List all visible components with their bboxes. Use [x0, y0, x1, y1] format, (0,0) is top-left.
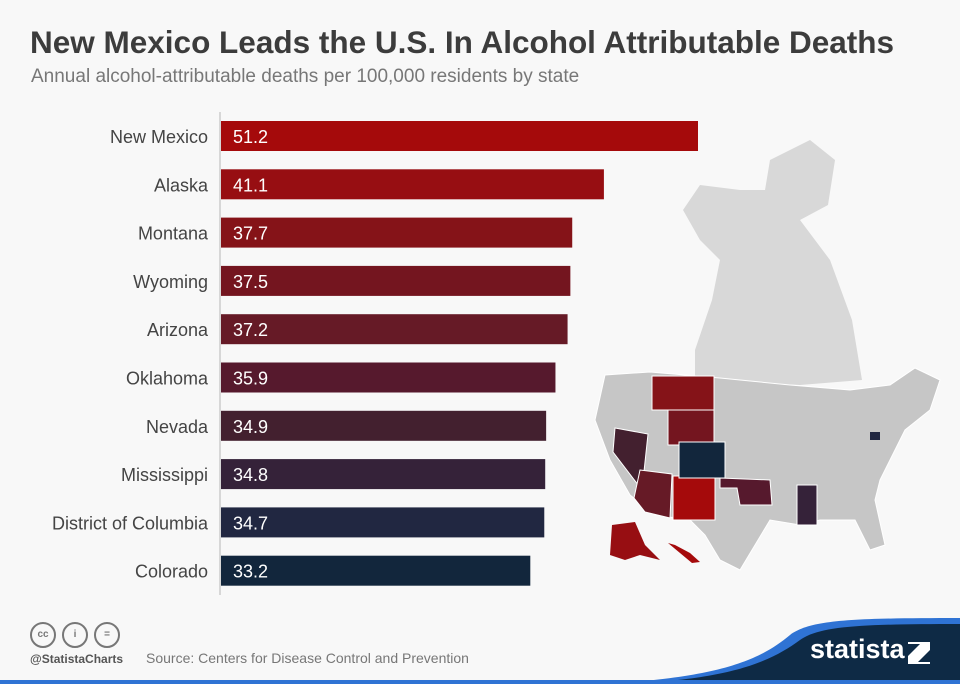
- bar-arizona: [221, 314, 568, 345]
- page-subtitle: Annual alcohol-attributable deaths per 1…: [31, 66, 580, 87]
- category-label: Arizona: [147, 320, 209, 340]
- category-label: Colorado: [135, 562, 208, 582]
- data-label: 35.9: [233, 369, 268, 389]
- data-label: 37.2: [233, 320, 268, 340]
- map-mississippi: [796, 484, 818, 526]
- twitter-handle[interactable]: @StatistaCharts: [30, 652, 124, 666]
- map-alaska: [610, 522, 660, 560]
- bar-colorado: [221, 555, 531, 586]
- by-icon: i: [62, 622, 88, 648]
- data-label: 34.7: [233, 513, 268, 533]
- data-label: 37.7: [233, 224, 268, 244]
- nd-icon: =: [94, 622, 120, 648]
- data-label: 41.1: [233, 175, 268, 195]
- bar-wyoming: [221, 265, 571, 296]
- page-title: New Mexico Leads the U.S. In Alcohol Att…: [30, 24, 895, 60]
- statista-logo[interactable]: statista: [810, 634, 905, 664]
- drinker-silhouette-icon: [683, 140, 862, 385]
- map-wyoming: [667, 409, 715, 446]
- category-label: District of Columbia: [52, 513, 209, 533]
- bar-alaska: [221, 169, 604, 200]
- bar-district-of-columbia: [221, 507, 545, 538]
- bar-new-mexico: [221, 121, 698, 151]
- data-label: 37.5: [233, 272, 268, 292]
- cc-icon: cc: [30, 622, 56, 648]
- map-arizona: [633, 469, 673, 519]
- map-oklahoma: [719, 477, 773, 506]
- category-label: Nevada: [146, 417, 209, 437]
- data-label: 34.8: [233, 465, 268, 485]
- data-label: 33.2: [233, 562, 268, 582]
- category-label: New Mexico: [110, 127, 208, 147]
- bar-mississippi: [221, 459, 546, 490]
- data-label: 51.2: [233, 127, 268, 147]
- us-map: [594, 367, 941, 571]
- map-colorado: [678, 441, 726, 479]
- category-label: Montana: [138, 224, 209, 244]
- category-label: Alaska: [154, 175, 209, 195]
- bar-montana: [221, 217, 573, 248]
- category-label: Oklahoma: [126, 369, 209, 389]
- map-montana: [651, 375, 715, 411]
- category-label: Mississippi: [121, 465, 208, 485]
- statista-logo-icon: [908, 642, 930, 664]
- category-label: Wyoming: [133, 272, 208, 292]
- map-dc: [870, 432, 880, 440]
- map-hawaii: [668, 543, 700, 563]
- map-new-mexico: [672, 475, 716, 521]
- brand-band: [0, 618, 960, 684]
- bar-oklahoma: [221, 362, 556, 393]
- bar-nevada: [221, 410, 547, 441]
- data-label: 34.9: [233, 417, 268, 437]
- source-text: Source: Centers for Disease Control and …: [146, 650, 469, 666]
